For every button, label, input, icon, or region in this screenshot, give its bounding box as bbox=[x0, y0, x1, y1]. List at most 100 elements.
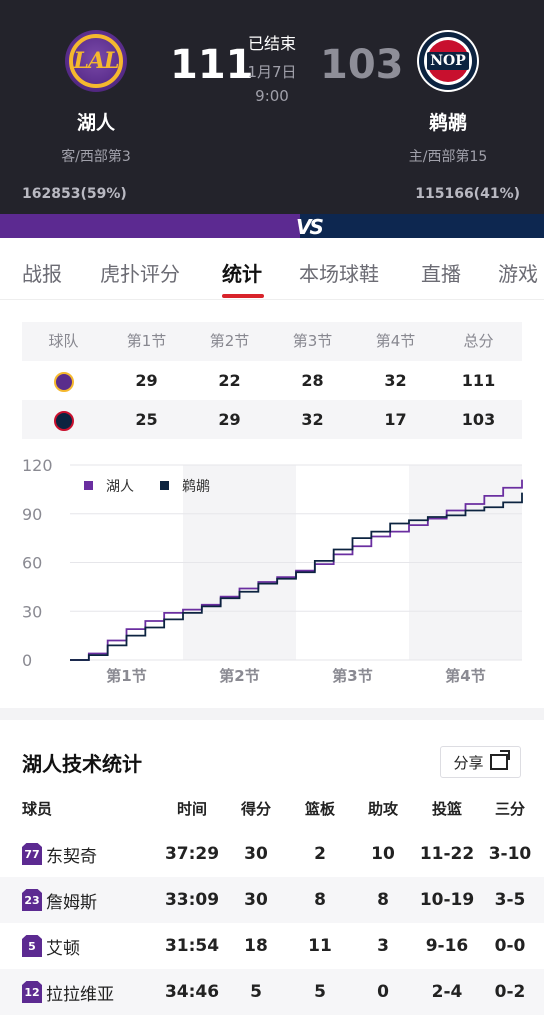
pelicans-total: 103 bbox=[461, 410, 496, 429]
lakers-logo-text: LAL bbox=[73, 48, 119, 74]
game-time: 9:00 bbox=[255, 87, 289, 105]
stats-header-row: 球员 时间 得分 篮板 助攻 投篮 三分 bbox=[0, 786, 544, 832]
share-icon bbox=[489, 750, 510, 770]
stat-tp: 0-0 bbox=[494, 936, 526, 956]
stat-reb: 11 bbox=[308, 936, 332, 956]
lakers-q2: 22 bbox=[218, 371, 241, 390]
player-name[interactable]: 东契奇 bbox=[46, 846, 97, 867]
x-quarter-label: 第1节 bbox=[106, 667, 146, 685]
stat-reb: 8 bbox=[314, 890, 326, 910]
pelicans-mini-logo-icon bbox=[22, 400, 105, 439]
quarter-row-pelicans: 25 29 32 17 103 bbox=[22, 400, 522, 439]
away-support-bar bbox=[300, 214, 544, 238]
share-button[interactable]: 分享 bbox=[440, 746, 521, 778]
tab-games[interactable]: 游戏 bbox=[498, 262, 538, 286]
stat-time: 33:09 bbox=[164, 890, 220, 910]
stat-reb: 2 bbox=[314, 844, 326, 864]
pelicans-q4: 17 bbox=[384, 410, 407, 429]
player-row[interactable]: 12 拉拉维亚 34:46 5 5 0 2-4 0-2 bbox=[0, 969, 544, 1015]
stat-tp: 3-10 bbox=[488, 844, 532, 864]
jersey-icon: 5 bbox=[22, 935, 42, 957]
x-quarter-label: 第3节 bbox=[332, 667, 372, 685]
stat-fg: 9-16 bbox=[425, 936, 469, 956]
player-cell[interactable]: 12 拉拉维亚 bbox=[22, 969, 114, 1015]
series-line-1 bbox=[70, 492, 523, 661]
section-divider bbox=[0, 708, 544, 720]
player-name[interactable]: 詹姆斯 bbox=[46, 892, 97, 913]
header-player: 球员 bbox=[22, 800, 53, 818]
header-q4: 第4节 bbox=[375, 332, 416, 350]
player-row[interactable]: 77 东契奇 37:29 30 2 10 11-22 3-10 bbox=[0, 831, 544, 877]
lakers-q1: 29 bbox=[135, 371, 158, 390]
y-tick-label: 60 bbox=[22, 554, 42, 573]
lakers-logo-icon[interactable]: LAL bbox=[65, 30, 127, 92]
player-cell[interactable]: 5 艾顿 bbox=[22, 923, 80, 969]
quarter-row-lakers: 29 22 28 32 111 bbox=[22, 361, 522, 400]
score-flow-chart: 0 30 60 90 120 第1节 第2节 第3节 第4节 湖人 鹈鹕 bbox=[22, 456, 523, 685]
legend-label: 湖人 bbox=[106, 479, 134, 495]
header-3pt: 三分 bbox=[494, 800, 525, 818]
away-score: 103 bbox=[320, 42, 404, 88]
stat-time: 34:46 bbox=[164, 982, 220, 1002]
stat-pts: 5 bbox=[250, 982, 262, 1002]
away-team-sub: 主/西部第15 bbox=[408, 149, 488, 165]
tab-live[interactable]: 直播 bbox=[421, 262, 461, 286]
stat-tp: 3-5 bbox=[494, 890, 526, 910]
stat-time: 37:29 bbox=[164, 844, 220, 864]
stat-tp: 0-2 bbox=[494, 982, 526, 1002]
home-support-bar bbox=[0, 214, 300, 238]
away-votes: 115166(41%) bbox=[415, 186, 520, 202]
stat-pts: 30 bbox=[244, 890, 268, 910]
player-row[interactable]: 23 詹姆斯 33:09 30 8 8 10-19 3-5 bbox=[0, 877, 544, 923]
stat-fg: 10-19 bbox=[419, 890, 475, 910]
share-label: 分享 bbox=[453, 753, 484, 772]
stat-fg: 2-4 bbox=[431, 982, 463, 1002]
stat-ast: 10 bbox=[371, 844, 395, 864]
stat-time: 31:54 bbox=[164, 936, 220, 956]
stat-pts: 18 bbox=[244, 936, 268, 956]
y-tick-label: 0 bbox=[22, 651, 32, 670]
player-name[interactable]: 艾顿 bbox=[46, 938, 80, 959]
tab-shoes[interactable]: 本场球鞋 bbox=[299, 262, 379, 286]
header-q1: 第1节 bbox=[126, 332, 167, 350]
header-points: 得分 bbox=[240, 800, 271, 818]
away-team-name[interactable]: 鹈鹕 bbox=[428, 112, 467, 134]
header-time: 时间 bbox=[176, 800, 207, 818]
stat-ast: 0 bbox=[377, 982, 389, 1002]
pelicans-q3: 32 bbox=[301, 410, 324, 429]
jersey-icon: 12 bbox=[22, 981, 42, 1003]
header-rebounds: 篮板 bbox=[304, 800, 335, 818]
lakers-q4: 32 bbox=[384, 371, 407, 390]
support-bar: VS bbox=[0, 214, 544, 239]
jersey-icon: 77 bbox=[22, 843, 42, 865]
player-row[interactable]: 5 艾顿 31:54 18 11 3 9-16 0-0 bbox=[0, 923, 544, 969]
stat-pts: 30 bbox=[244, 844, 268, 864]
legend-label: 鹈鹕 bbox=[182, 478, 210, 495]
y-tick-label: 30 bbox=[22, 602, 42, 621]
tab-bar: 战报 虎扑评分 统计 本场球鞋 直播 游戏 bbox=[0, 242, 544, 300]
jersey-icon: 23 bbox=[22, 889, 42, 911]
x-quarter-label: 第2节 bbox=[219, 667, 259, 685]
header-total: 总分 bbox=[463, 332, 494, 350]
tab-rating[interactable]: 虎扑评分 bbox=[100, 262, 180, 286]
player-name[interactable]: 拉拉维亚 bbox=[46, 984, 114, 1005]
active-tab-indicator bbox=[222, 294, 264, 298]
player-cell[interactable]: 77 东契奇 bbox=[22, 831, 97, 877]
lakers-mini-logo-icon bbox=[22, 361, 105, 400]
header-assists: 助攻 bbox=[367, 800, 398, 818]
tab-report[interactable]: 战报 bbox=[22, 262, 62, 286]
quarter-score-table: 球队 第1节 第2节 第3节 第4节 总分 29 22 28 32 111 25… bbox=[22, 322, 522, 439]
stat-fg: 11-22 bbox=[419, 844, 475, 864]
player-cell[interactable]: 23 詹姆斯 bbox=[22, 877, 97, 923]
legend-swatch bbox=[160, 481, 169, 490]
home-votes: 162853(59%) bbox=[22, 186, 127, 202]
vs-label: VS bbox=[296, 215, 324, 239]
tab-stats[interactable]: 统计 bbox=[222, 262, 262, 286]
stat-ast: 3 bbox=[377, 936, 389, 956]
home-team-name[interactable]: 湖人 bbox=[76, 112, 115, 134]
pelicans-logo-icon[interactable]: NOP bbox=[417, 30, 479, 92]
home-team-sub: 客/西部第3 bbox=[61, 149, 131, 165]
pelicans-logo-text: NOP bbox=[427, 52, 469, 70]
header-fg: 投篮 bbox=[431, 800, 462, 818]
quarter-table-header: 球队 第1节 第2节 第3节 第4节 总分 bbox=[22, 322, 522, 361]
